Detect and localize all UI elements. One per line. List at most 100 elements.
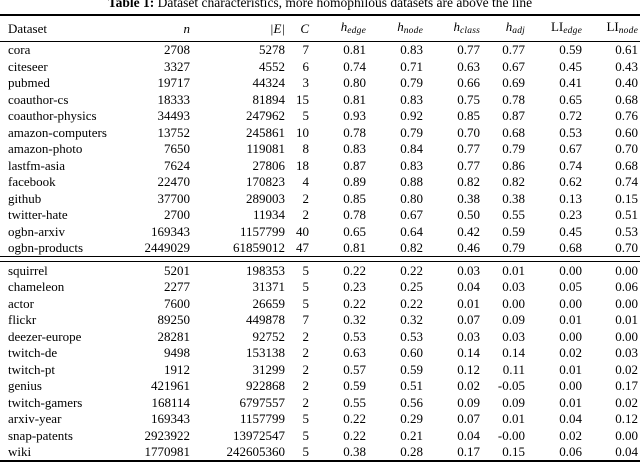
dataset-name-cell: flickr xyxy=(8,312,37,327)
value-cell: -0.00 xyxy=(497,427,525,443)
value-cell: 2 xyxy=(302,361,310,377)
table-row-coauthor-physics: coauthor-physics 34493 247962 5 0.93 0.92 0.85… xyxy=(0,108,640,125)
value-cell: 0.67 xyxy=(400,207,423,222)
value-cell: 92752 xyxy=(252,328,286,344)
value-cell: 0.65 xyxy=(559,91,582,107)
table-row-github: github 37700 289003 2 0.85 0.80 0.38 0.38 0.13 0.… xyxy=(0,190,640,207)
value-cell: 0.00 xyxy=(615,328,638,344)
value-cell: 0.29 xyxy=(400,411,423,426)
value-cell: 0.22 xyxy=(400,262,423,278)
value-cell: 1157799 xyxy=(239,411,285,426)
value-cell: 0.65 xyxy=(343,223,366,239)
value-cell: 0.03 xyxy=(457,262,480,278)
table-row-cora: cora 2708 5278 7 0.81 0.83 0.77 0.77 0.59 0.61 xyxy=(0,41,640,58)
value-cell: 9498 xyxy=(164,345,190,360)
value-cell: 0.09 xyxy=(457,394,480,410)
value-cell: 0.00 xyxy=(559,328,582,344)
value-cell: 0.45 xyxy=(559,58,582,74)
value-cell: 2700 xyxy=(164,207,190,222)
value-cell: 0.83 xyxy=(400,42,423,57)
value-cell: 0.04 xyxy=(457,279,480,294)
value-cell: 0.82 xyxy=(400,240,423,255)
value-cell: 0.87 xyxy=(343,157,366,173)
value-cell: 0.11 xyxy=(502,361,525,377)
value-cell: 289003 xyxy=(246,190,285,206)
value-cell: 0.62 xyxy=(559,174,582,189)
value-cell: 0.56 xyxy=(400,394,423,410)
value-cell: 0.82 xyxy=(457,174,480,189)
value-cell: 0.59 xyxy=(343,378,366,393)
value-cell: 245861 xyxy=(246,124,285,140)
value-cell: 0.71 xyxy=(400,58,423,74)
value-cell: 0.00 xyxy=(559,378,582,393)
value-cell: 0.79 xyxy=(502,240,525,255)
value-cell: 0.81 xyxy=(343,42,366,57)
value-cell: 0.02 xyxy=(615,394,638,410)
value-cell: 0.01 xyxy=(559,394,582,410)
dataset-name-cell: arxiv-year xyxy=(8,411,62,426)
value-cell: 13972547 xyxy=(233,427,285,443)
value-cell: 0.02 xyxy=(559,345,582,360)
value-cell: 0.17 xyxy=(615,378,638,393)
value-cell: 0.84 xyxy=(400,141,423,156)
value-cell: 0.01 xyxy=(457,295,480,311)
value-cell: 0.32 xyxy=(400,312,423,327)
value-cell: 0.74 xyxy=(559,157,582,173)
value-cell: 1770981 xyxy=(144,444,191,459)
value-cell: 0.01 xyxy=(502,411,525,426)
table-caption-clip: Table 1: Dataset characteristics, more h… xyxy=(0,0,640,13)
dataset-name-cell: cora xyxy=(8,42,31,57)
header-cell-n: n xyxy=(183,20,191,36)
table-row-ogbn-arxiv: ogbn-arxiv 169343 1157799 40 0.65 0.64 0.42 0.5… xyxy=(0,223,640,240)
value-cell: 3 xyxy=(302,75,310,90)
value-cell: 5 xyxy=(302,411,310,426)
value-cell: 0.12 xyxy=(457,361,480,377)
value-cell: 0.81 xyxy=(343,91,366,107)
value-cell: 0.63 xyxy=(457,58,480,74)
table-row-wiki: wiki 1770981 242605360 5 0.38 0.28 0.17 0.15 0.0… xyxy=(0,444,640,462)
value-cell: 15 xyxy=(296,91,309,107)
value-cell: 1912 xyxy=(164,361,190,377)
value-cell: 169343 xyxy=(151,223,190,239)
value-cell: 0.05 xyxy=(559,279,582,294)
value-cell: 0.81 xyxy=(343,240,366,255)
value-cell: 0.13 xyxy=(559,190,582,206)
table-row-genius: genius 421961 922868 2 0.59 0.51 0.02 -0.05 0.00… xyxy=(0,378,640,395)
value-cell: 0.53 xyxy=(559,124,582,140)
value-cell: 0.22 xyxy=(400,295,423,311)
value-cell: 0.02 xyxy=(559,427,582,443)
value-cell: 0.06 xyxy=(559,444,582,459)
value-cell: 0.23 xyxy=(559,207,582,222)
value-cell: 5 xyxy=(302,108,310,123)
value-cell: 0.77 xyxy=(457,141,480,156)
value-cell: 0.41 xyxy=(559,75,582,90)
value-cell: 153138 xyxy=(246,345,285,360)
value-cell: 0.75 xyxy=(457,91,480,107)
value-cell: 0.76 xyxy=(615,108,638,123)
value-cell: 0.00 xyxy=(615,427,638,443)
value-cell: 0.68 xyxy=(615,91,638,107)
value-cell: 0.86 xyxy=(502,157,525,173)
value-cell: 0.17 xyxy=(457,444,480,459)
value-cell: 28281 xyxy=(157,328,191,344)
value-cell: 0.15 xyxy=(502,444,525,459)
table-row-twitch-pt: twitch-pt 1912 31299 2 0.57 0.59 0.12 0.11 0.01 0… xyxy=(0,361,640,378)
value-cell: 242605360 xyxy=(226,444,286,459)
value-cell: 5 xyxy=(302,295,310,311)
table-row-twitch-de: twitch-de 9498 153138 2 0.63 0.60 0.14 0.14 0.02… xyxy=(0,345,640,362)
dataset-name-cell: coauthor-cs xyxy=(8,91,69,107)
header-cell-li-node: LInode xyxy=(606,19,638,36)
value-cell: 0.53 xyxy=(615,223,638,239)
value-cell: 0.53 xyxy=(343,328,366,344)
value-cell: 0.22 xyxy=(343,427,366,443)
header-cell-c: C xyxy=(300,20,309,36)
value-cell: 2923922 xyxy=(144,427,191,443)
value-cell: 0.85 xyxy=(343,190,366,206)
value-cell: 0.45 xyxy=(559,223,582,239)
table-row-twitter-hate: twitter-hate 2700 11934 2 0.78 0.67 0.50 0.55 0.… xyxy=(0,207,640,224)
header-cell-h-node: hnode xyxy=(397,19,423,36)
value-cell: 168114 xyxy=(151,394,190,410)
dataset-name-cell: github xyxy=(8,190,42,206)
value-cell: 0.60 xyxy=(615,124,638,140)
